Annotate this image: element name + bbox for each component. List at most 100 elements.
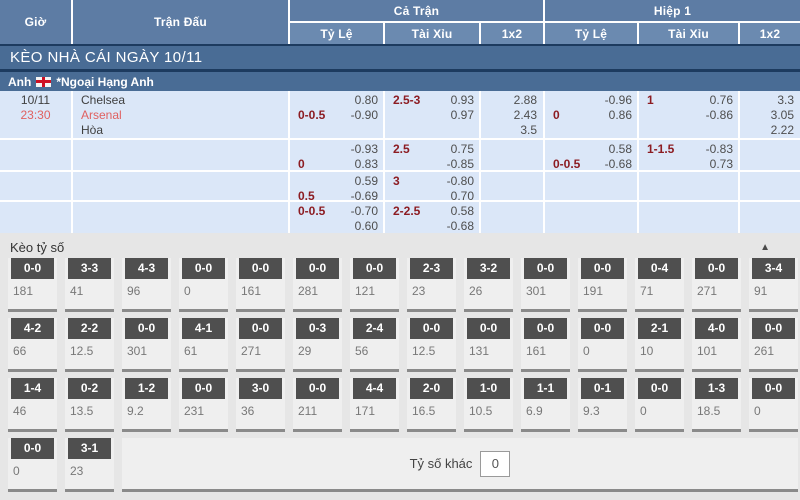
score-cell[interactable]: 4-0 101 — [692, 318, 741, 372]
score-cell[interactable]: 0-0 131 — [464, 318, 513, 372]
fulltime-handicap-handicap[interactable]: 0-0.5 — [298, 204, 326, 218]
score-cell[interactable]: 1-0 10.5 — [464, 378, 513, 432]
score-cell[interactable]: 0-2 13.5 — [65, 378, 114, 432]
fulltime-overunder-handicap[interactable]: 3 — [393, 174, 400, 188]
score-odds-value: 9.2 — [127, 404, 144, 418]
score-cell[interactable]: 0-0 121 — [350, 258, 399, 312]
score-cell[interactable]: 0-4 71 — [635, 258, 684, 312]
score-odds-value: 18.5 — [697, 404, 721, 418]
score-cell[interactable]: 0-0 191 — [578, 258, 627, 312]
score-cell[interactable]: 2-4 56 — [350, 318, 399, 372]
score-cell[interactable]: 0-0 161 — [236, 258, 285, 312]
fulltime-handicap-handicap[interactable]: 0.5 — [298, 189, 315, 200]
firsthalf-handicap-odd-top[interactable]: -0.96 — [604, 93, 632, 107]
score-cell[interactable]: 0-0 12.5 — [407, 318, 456, 372]
fulltime-overunder-odd-bottom[interactable]: -0.68 — [446, 219, 474, 233]
firsthalf-overunder-top-line: 1-1.5 -0.83 — [647, 142, 733, 157]
score-cell[interactable]: 0-0 211 — [293, 378, 342, 432]
score-cell[interactable]: 0-0 231 — [179, 378, 228, 432]
score-cell[interactable]: 2-0 16.5 — [407, 378, 456, 432]
score-cell[interactable]: 0-0 161 — [521, 318, 570, 372]
fulltime-overunder-odd-top[interactable]: 0.75 — [450, 142, 474, 156]
fulltime-handicap-odd-top[interactable]: 0.59 — [354, 174, 378, 188]
fulltime-1x2-value[interactable]: 2.43 — [513, 108, 537, 122]
score-cell[interactable]: 4-1 61 — [179, 318, 228, 372]
odds-cell-fulltime-1x2 — [481, 202, 543, 233]
score-cell[interactable]: 0-0 0 — [578, 318, 627, 372]
fulltime-overunder-odd-bottom[interactable]: 0.70 — [450, 189, 474, 200]
score-cell[interactable]: 0-0 0 — [635, 378, 684, 432]
score-label: 4-4 — [353, 378, 396, 399]
fulltime-overunder-handicap[interactable]: 2.5 — [393, 142, 410, 156]
score-cell[interactable]: 3-4 91 — [749, 258, 798, 312]
score-cell[interactable]: 3-3 41 — [65, 258, 114, 312]
fulltime-handicap-odd-bottom[interactable]: 0.60 — [354, 219, 378, 233]
firsthalf-handicap-odd-top[interactable]: 0.58 — [608, 142, 632, 156]
firsthalf-1x2-value[interactable]: 3.3 — [777, 93, 794, 107]
odds-cell-fulltime-1x2 — [481, 172, 543, 200]
score-cell[interactable]: 0-0 181 — [8, 258, 57, 312]
fulltime-1x2-value[interactable]: 3.5 — [520, 123, 537, 137]
firsthalf-overunder-odd-bottom[interactable]: 0.73 — [709, 157, 733, 170]
score-cell[interactable]: 0-0 0 — [8, 438, 57, 492]
fulltime-overunder-odd-bottom[interactable]: 0.97 — [450, 108, 474, 122]
firsthalf-overunder-handicap[interactable]: 1 — [647, 93, 654, 107]
fulltime-handicap-handicap[interactable]: 0-0.5 — [298, 108, 326, 122]
league-bar[interactable]: Anh *Ngoại Hạng Anh — [0, 72, 800, 91]
firsthalf-overunder-odd-top[interactable]: 0.76 — [709, 93, 733, 107]
firsthalf-handicap-handicap[interactable]: 0-0.5 — [553, 157, 581, 170]
firsthalf-1x2-value[interactable]: 2.22 — [770, 123, 794, 137]
score-cell[interactable]: 1-2 9.2 — [122, 378, 171, 432]
score-cell[interactable]: 2-2 12.5 — [65, 318, 114, 372]
fulltime-handicap-odd-top[interactable]: -0.93 — [350, 142, 378, 156]
firsthalf-handicap-handicap[interactable]: 0 — [553, 108, 560, 122]
score-cell[interactable]: 2-3 23 — [407, 258, 456, 312]
score-cell[interactable]: 0-0 0 — [749, 378, 798, 432]
score-cell[interactable]: 0-0 261 — [749, 318, 798, 372]
score-label: 2-4 — [353, 318, 396, 339]
score-section-title: Kèo tỷ số — [10, 239, 65, 255]
fulltime-handicap-odd-top[interactable]: 0.80 — [354, 93, 378, 107]
fulltime-overunder-odd-top[interactable]: 0.58 — [450, 204, 474, 218]
collapse-icon[interactable]: ▲ — [760, 241, 770, 253]
score-cell[interactable]: 4-2 66 — [8, 318, 57, 372]
score-cell[interactable]: 0-3 29 — [293, 318, 342, 372]
fulltime-overunder-odd-top[interactable]: -0.80 — [446, 174, 474, 188]
fulltime-overunder-odd-top[interactable]: 0.93 — [450, 93, 474, 107]
score-cell[interactable]: 0-0 301 — [122, 318, 171, 372]
score-cell[interactable]: 3-2 26 — [464, 258, 513, 312]
header-fulltime-1x2: 1x2 — [481, 23, 543, 44]
fulltime-handicap-odd-bottom[interactable]: -0.90 — [350, 108, 378, 122]
fulltime-1x2-value[interactable]: 2.88 — [513, 93, 537, 107]
fulltime-overunder-odd-bottom[interactable]: -0.85 — [446, 157, 474, 170]
fulltime-handicap-top-line: 0.80 — [298, 93, 378, 108]
score-cell[interactable]: 0-0 281 — [293, 258, 342, 312]
firsthalf-1x2-value[interactable]: 3.05 — [770, 108, 794, 122]
fulltime-handicap-top-line: -0.93 — [298, 142, 378, 157]
firsthalf-handicap-odd-bottom[interactable]: 0.86 — [608, 108, 632, 122]
firsthalf-handicap-odd-bottom[interactable]: -0.68 — [604, 157, 632, 170]
firsthalf-overunder-odd-bottom[interactable]: -0.86 — [705, 108, 733, 122]
fulltime-handicap-odd-top[interactable]: -0.70 — [350, 204, 378, 218]
firsthalf-overunder-odd-top[interactable]: -0.83 — [705, 142, 733, 156]
fulltime-handicap-odd-bottom[interactable]: 0.83 — [354, 157, 378, 170]
score-cell[interactable]: 4-4 171 — [350, 378, 399, 432]
score-cell[interactable]: 3-0 36 — [236, 378, 285, 432]
score-cell[interactable]: 3-1 23 — [65, 438, 114, 492]
firsthalf-overunder-handicap[interactable]: 1-1.5 — [647, 142, 675, 156]
score-cell[interactable]: 0-0 271 — [236, 318, 285, 372]
score-cell[interactable]: 1-3 18.5 — [692, 378, 741, 432]
other-score-input[interactable]: 0 — [480, 450, 511, 477]
fulltime-overunder-handicap[interactable]: 2.5-3 — [393, 93, 421, 107]
score-cell[interactable]: 1-1 6.9 — [521, 378, 570, 432]
fulltime-handicap-odd-bottom[interactable]: -0.69 — [350, 189, 378, 200]
score-cell[interactable]: 0-0 0 — [179, 258, 228, 312]
fulltime-overunder-handicap[interactable]: 2-2.5 — [393, 204, 421, 218]
score-cell[interactable]: 4-3 96 — [122, 258, 171, 312]
fulltime-handicap-handicap[interactable]: 0 — [298, 157, 305, 170]
score-cell[interactable]: 2-1 10 — [635, 318, 684, 372]
score-cell[interactable]: 1-4 46 — [8, 378, 57, 432]
score-cell[interactable]: 0-0 271 — [692, 258, 741, 312]
score-cell[interactable]: 0-0 301 — [521, 258, 570, 312]
score-cell[interactable]: 0-1 9.3 — [578, 378, 627, 432]
